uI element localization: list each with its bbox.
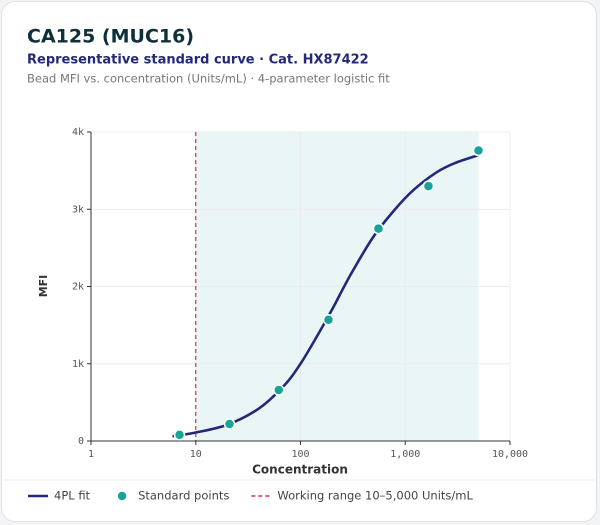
- point: [372, 222, 385, 235]
- point: [273, 384, 285, 396]
- x-tick-label: 10: [190, 449, 202, 460]
- legend-swatch: [116, 490, 128, 502]
- y-tick-label: 3k: [72, 204, 84, 215]
- legend-label: 4PL fit: [54, 489, 91, 503]
- y-tick-label: 4k: [72, 127, 84, 138]
- chart-caption: Bead MFI vs. concentration (Units/mL) · …: [27, 72, 390, 86]
- point: [322, 313, 335, 326]
- x-tick-label: 100: [291, 449, 309, 460]
- x-tick-label: 1: [88, 449, 94, 460]
- chart-subtitle: Representative standard curve · Cat. HX8…: [27, 53, 369, 68]
- x-tick-label: 10,000: [492, 449, 528, 460]
- x-axis-label: Concentration: [252, 463, 348, 477]
- x-tick-label: 1,000: [390, 449, 420, 460]
- y-axis-label: MFI: [37, 275, 50, 298]
- y-tick-label: 1k: [72, 359, 84, 370]
- fit-line: [172, 153, 479, 438]
- point: [422, 180, 435, 192]
- legend-label: Working range 10–5,000 Units/mL: [277, 489, 473, 503]
- legend-label: Standard points: [138, 489, 229, 503]
- point: [223, 418, 236, 430]
- point: [173, 429, 186, 441]
- chart-title: CA125 (MUC16): [27, 26, 194, 48]
- point: [472, 144, 485, 157]
- y-tick-label: 2k: [72, 282, 84, 293]
- y-tick-label: 0: [78, 436, 84, 447]
